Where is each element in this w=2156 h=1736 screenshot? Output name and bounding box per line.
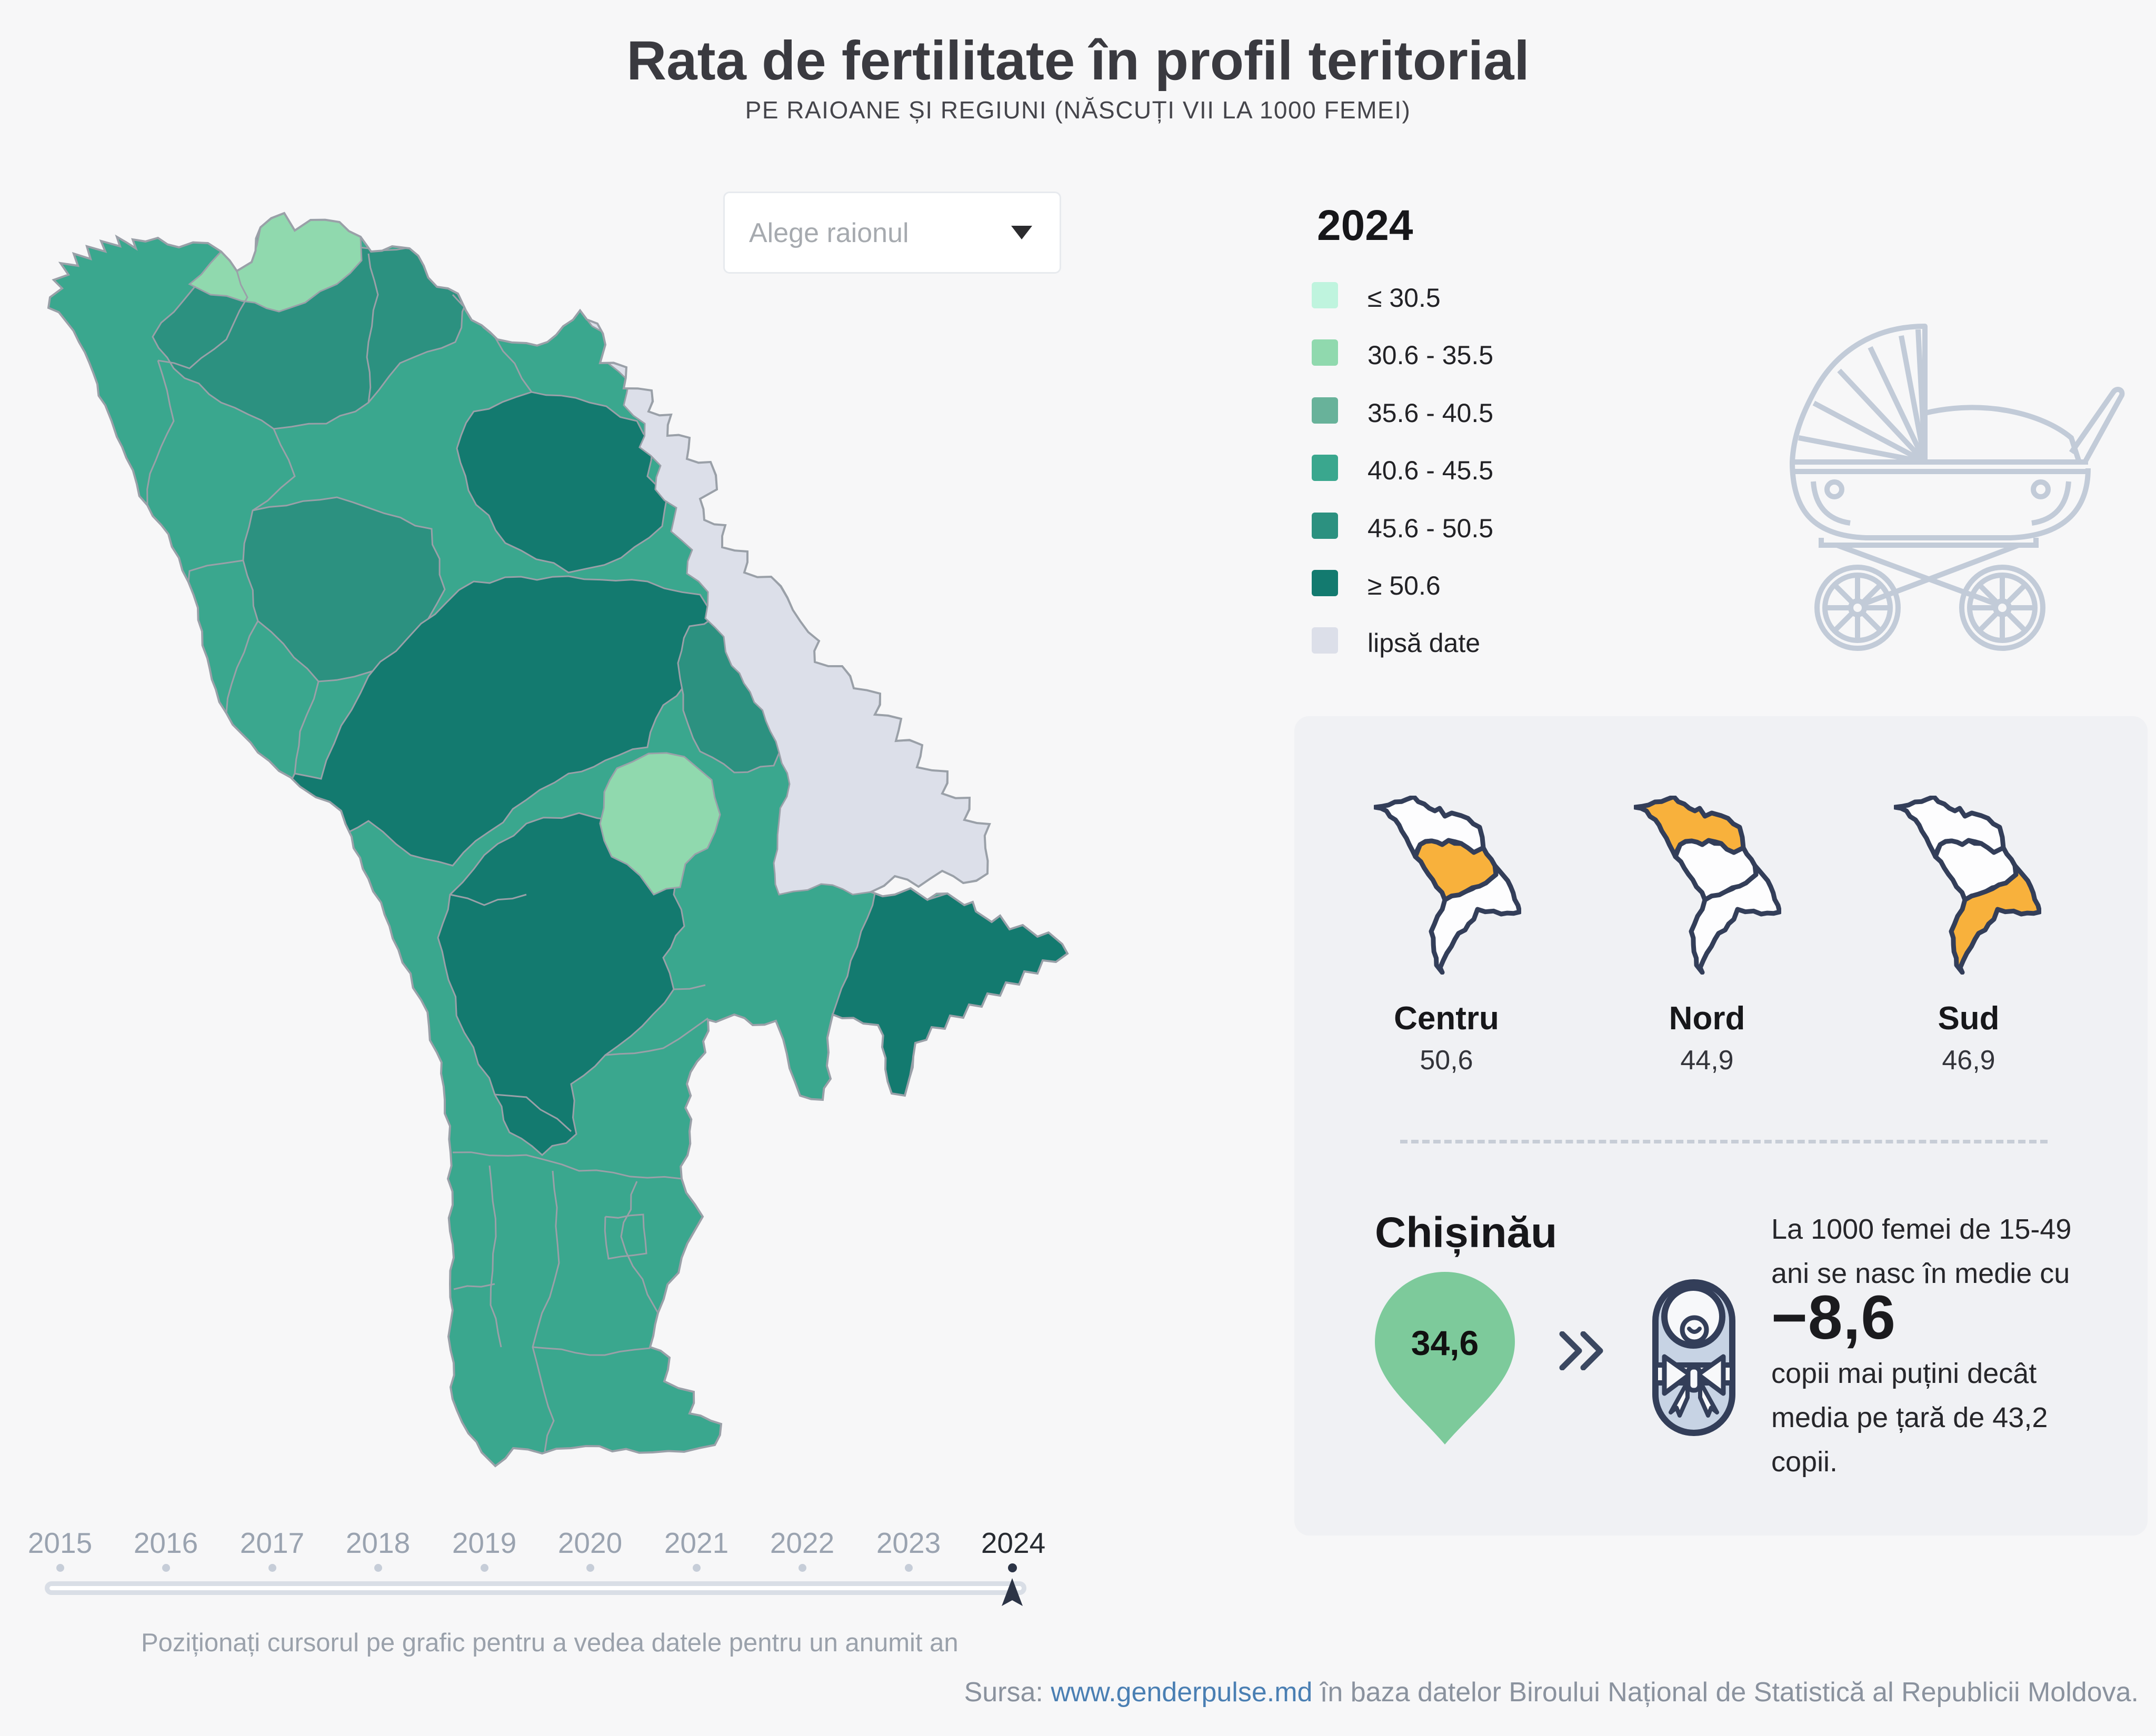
svg-text:34,6: 34,6 <box>1411 1323 1479 1362</box>
